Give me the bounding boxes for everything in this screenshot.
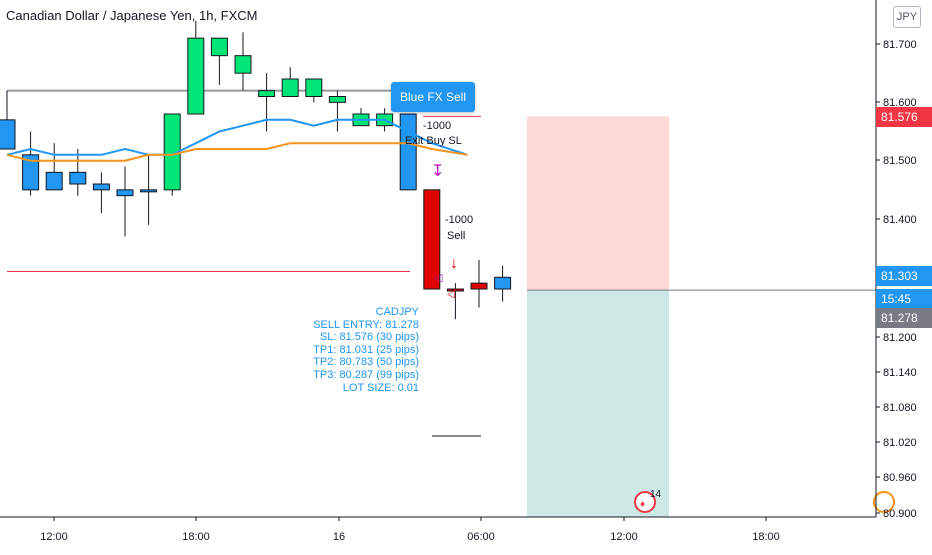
exit-marker: ◁	[447, 289, 455, 300]
take-profit-zone	[527, 290, 669, 517]
info-line: TP3: 80.287 (99 pips)	[313, 368, 419, 381]
last-price-tag: 81.303	[876, 266, 932, 286]
candle-body	[140, 189, 158, 193]
stop-loss-price-tag: 81.576	[876, 107, 932, 127]
exit-qty-label: -1000	[423, 120, 451, 132]
x-tick-label: 16	[333, 531, 345, 543]
candle-body	[328, 96, 346, 103]
sell-arrow: ↓	[450, 255, 458, 272]
sell-label: Sell	[447, 230, 465, 242]
x-tick-label: 18:00	[752, 531, 780, 543]
y-tick-label: 81.700	[883, 39, 917, 51]
candle-body	[494, 276, 512, 290]
x-tick-label: 06:00	[467, 531, 495, 543]
stop-loss-zone	[527, 116, 669, 291]
candle-body	[470, 282, 488, 290]
exit-reason-label: Exit Buy SL	[405, 135, 462, 147]
candle-body	[92, 183, 110, 191]
x-tick-label: 12:00	[40, 531, 68, 543]
sell-signal-arrow: ↧	[431, 163, 444, 180]
alert-icon	[873, 491, 895, 513]
candle-body	[446, 288, 464, 292]
x-tick-label: 18:00	[182, 531, 210, 543]
info-line: SL: 81.576 (30 pips)	[319, 331, 419, 344]
y-tick-label: 81.400	[883, 214, 917, 226]
candle-body	[423, 189, 441, 290]
candle-body	[116, 189, 134, 197]
y-tick-label: 81.140	[883, 367, 917, 379]
candle-body	[234, 55, 252, 74]
candle-body	[69, 171, 87, 185]
candle-body	[399, 113, 417, 191]
event-flag-icon	[634, 491, 656, 513]
ma-orange-line	[6, 142, 468, 162]
info-line: SELL ENTRY: 81.278	[313, 318, 419, 331]
candle-body	[0, 119, 16, 150]
y-tick-label: 81.600	[883, 97, 917, 109]
candle-body	[258, 90, 276, 97]
sell-qty-label: -1000	[445, 214, 473, 226]
entry-marker: ◁	[434, 272, 443, 284]
event-flag-glyph: ♦	[640, 499, 645, 510]
currency-badge[interactable]: JPY	[893, 6, 921, 28]
ma-blue-line	[6, 118, 468, 156]
candle-body	[305, 78, 323, 97]
event-count: 14	[650, 489, 662, 500]
countdown-tag: 15:45	[876, 289, 932, 309]
entry-price-tag: 81.278	[876, 308, 932, 328]
y-tick-label: 81.500	[883, 155, 917, 167]
info-line: CADJPY	[375, 306, 419, 318]
info-line: LOT SIZE: 0.01	[342, 381, 419, 394]
candle-body	[281, 78, 299, 97]
candle-body	[45, 171, 63, 191]
info-line: TP1: 81.031 (25 pips)	[313, 343, 419, 356]
y-tick-label: 80.960	[883, 472, 917, 484]
trade-info: CADJPY SELL ENTRY: 81.278 SL: 81.576 (30…	[313, 306, 419, 394]
info-line: TP2: 80.783 (50 pips)	[313, 356, 419, 369]
y-tick-label: 80.900	[883, 508, 917, 520]
y-tick-label: 81.020	[883, 437, 917, 449]
y-tick-label: 81.080	[883, 402, 917, 414]
chart-title: Canadian Dollar / Japanese Yen, 1h, FXCM	[6, 8, 258, 23]
candle-body	[22, 154, 40, 191]
y-tick-label: 81.200	[883, 332, 917, 344]
blue-fx-sell-button[interactable]: Blue FX Sell	[391, 82, 475, 112]
candle-body	[187, 37, 205, 115]
candle-body	[210, 37, 228, 57]
x-tick-label: 12:00	[610, 531, 638, 543]
